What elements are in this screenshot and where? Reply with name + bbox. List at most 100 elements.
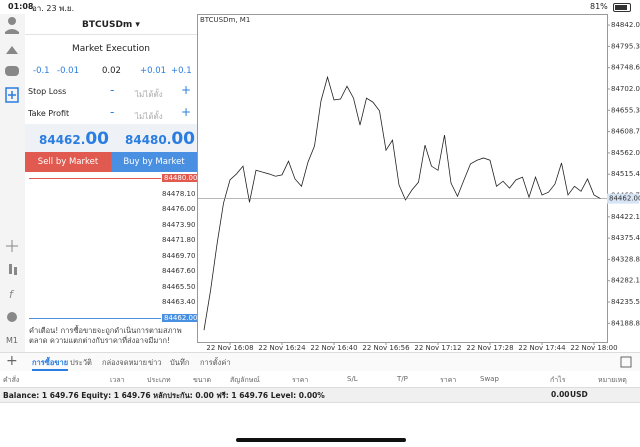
- bid-big: 00: [85, 129, 109, 149]
- volume-button[interactable]: +0.01: [140, 66, 167, 76]
- ladder-price: 84476.00: [162, 205, 196, 214]
- price-line: [203, 75, 601, 331]
- tab[interactable]: กล่องจดหมาย: [102, 358, 148, 367]
- x-tick-label: 22 Nov 17:12: [414, 344, 461, 352]
- quotes-icon[interactable]: [6, 46, 18, 54]
- bottom-bar: + การซื้อขาย ประวัติ กล่องจดหมาย ข่าว บันทึก…: [0, 352, 640, 371]
- column-header: เวลา: [110, 376, 125, 384]
- bid-price: 84462.00: [39, 129, 109, 149]
- ladder-price: 84462.00: [162, 314, 200, 322]
- ask-price: 84480.00: [125, 129, 195, 149]
- chat-icon[interactable]: [5, 66, 19, 76]
- y-tick-label: 84795.30: [611, 42, 640, 50]
- bid-label: 84462.00: [609, 195, 640, 203]
- ladder-row: 84471.80: [25, 236, 197, 245]
- bid-label-box: [607, 193, 639, 204]
- status-date: อา. 23 พ.ย.: [32, 4, 75, 13]
- y-tick-label: 84515.40: [611, 170, 640, 178]
- ladder-price: 84463.40: [162, 298, 196, 307]
- add-button[interactable]: +: [6, 353, 18, 369]
- ladder-price: 84473.90: [162, 220, 196, 229]
- ladder-row: 84473.90: [25, 221, 197, 230]
- y-tick-label: 84608.70: [611, 128, 640, 136]
- table-header: คำสั่ง เวลา ประเภท ขนาด สัญลักษณ์ ราคา S/L T/P ร…: [0, 375, 640, 385]
- column-header: Swap: [480, 375, 499, 383]
- y-tick-label: 84282.15: [611, 277, 640, 285]
- volume-button[interactable]: -0.01: [57, 66, 79, 76]
- layout-icon[interactable]: [620, 356, 632, 368]
- bid-main: 84462.: [39, 133, 86, 147]
- chart-title: BTCUSDm, M1: [200, 16, 250, 24]
- ladder-price: 84478.10: [162, 189, 196, 198]
- ladder-row: 84463.40: [25, 298, 197, 307]
- y-tick-label: 84235.50: [611, 298, 640, 306]
- take-profit-value[interactable]: ไม่ได้ตั้ง: [135, 112, 163, 121]
- x-tick-label: 22 Nov 16:56: [362, 344, 410, 352]
- y-tick-label: 84562.05: [611, 149, 640, 157]
- objects-icon[interactable]: [7, 312, 17, 322]
- volume-button[interactable]: +0.1: [171, 66, 192, 76]
- battery-level: 81%: [590, 2, 608, 11]
- new-order-icon[interactable]: [5, 87, 19, 103]
- x-tick-label: 22 Nov 17:28: [466, 344, 513, 352]
- take-profit-plus[interactable]: +: [181, 105, 192, 119]
- y-tick-label: 84188.85: [611, 319, 640, 327]
- order-panel: BTCUSDm ▾ Market Execution -0.1 -0.01 0.02…: [25, 14, 200, 354]
- column-header: ประเภท: [147, 376, 171, 384]
- execution-type: Market Execution: [72, 44, 150, 54]
- balance-row: Balance: 1 649.76 Equity: 1 649.76 หลักป…: [0, 387, 640, 403]
- symbol-selector[interactable]: BTCUSDm ▾: [82, 20, 140, 30]
- column-header: S/L: [347, 375, 358, 383]
- ladder-row: 84469.70: [25, 252, 197, 261]
- column-header: T/P: [397, 375, 408, 383]
- x-tick-label: 22 Nov 17:44: [518, 344, 566, 352]
- account-icon[interactable]: [8, 17, 16, 25]
- x-tick-label: 22 Nov 16:08: [206, 344, 253, 352]
- column-header: กำไร: [550, 376, 566, 384]
- y-tick-label: 84702.00: [611, 85, 640, 93]
- profit-total: 0.00: [551, 390, 570, 399]
- column-header: ราคา: [292, 376, 309, 384]
- volume-row: -0.1 -0.01 0.02 +0.01 +0.1: [25, 66, 197, 78]
- take-profit-label: Take Profit: [28, 109, 70, 118]
- column-header: ราคา: [440, 376, 457, 384]
- sell-button[interactable]: Sell by Market: [25, 152, 111, 172]
- stop-loss-plus[interactable]: +: [181, 83, 192, 97]
- column-header: คำสั่ง: [3, 376, 20, 384]
- indicators-icon[interactable]: f: [9, 288, 15, 301]
- tab[interactable]: ข่าว: [148, 358, 162, 367]
- stop-loss-minus[interactable]: -: [110, 83, 115, 97]
- crosshair-icon[interactable]: [6, 240, 18, 252]
- ladder-price: 84471.80: [162, 236, 196, 245]
- divider: [25, 34, 197, 35]
- stop-loss-label: Stop Loss: [28, 87, 67, 96]
- take-profit-minus[interactable]: -: [110, 105, 115, 119]
- tab[interactable]: บันทึก: [170, 358, 190, 367]
- x-tick-label: 22 Nov 16:24: [258, 344, 306, 352]
- ladder-price: 84465.50: [162, 282, 196, 291]
- ladder-row: 84467.60: [25, 267, 197, 276]
- candles-icon[interactable]: [9, 264, 12, 274]
- column-header: สัญลักษณ์: [230, 376, 260, 384]
- home-indicator: [236, 438, 406, 442]
- column-header: หมายเหตุ: [598, 376, 627, 384]
- tab[interactable]: การซื้อขาย: [32, 357, 69, 371]
- ladder-row: 84480.00: [25, 174, 200, 183]
- y-tick-label: 84655.35: [611, 106, 640, 114]
- volume-button: 0.02: [102, 66, 121, 76]
- new-order-plus: [8, 91, 16, 99]
- ladder-row: 84462.00: [25, 314, 200, 323]
- candles-icon-2: [14, 267, 17, 275]
- currency: USD: [570, 390, 588, 399]
- tab[interactable]: การตั้งค่า: [200, 358, 231, 367]
- x-tick-label: 22 Nov 16:40: [310, 344, 357, 352]
- account-icon-body: [5, 29, 19, 34]
- volume-button[interactable]: -0.1: [33, 66, 50, 76]
- tab[interactable]: ประวัติ: [70, 358, 92, 367]
- ladder-price: 84467.60: [162, 267, 196, 276]
- balance-text: Balance: 1 649.76 Equity: 1 649.76 หลักป…: [3, 391, 325, 400]
- buy-button[interactable]: Buy by Market: [111, 152, 197, 172]
- status-time: 01:08: [8, 2, 34, 11]
- stop-loss-value[interactable]: ไม่ได้ตั้ง: [135, 90, 163, 99]
- timeframe[interactable]: M1: [6, 336, 18, 345]
